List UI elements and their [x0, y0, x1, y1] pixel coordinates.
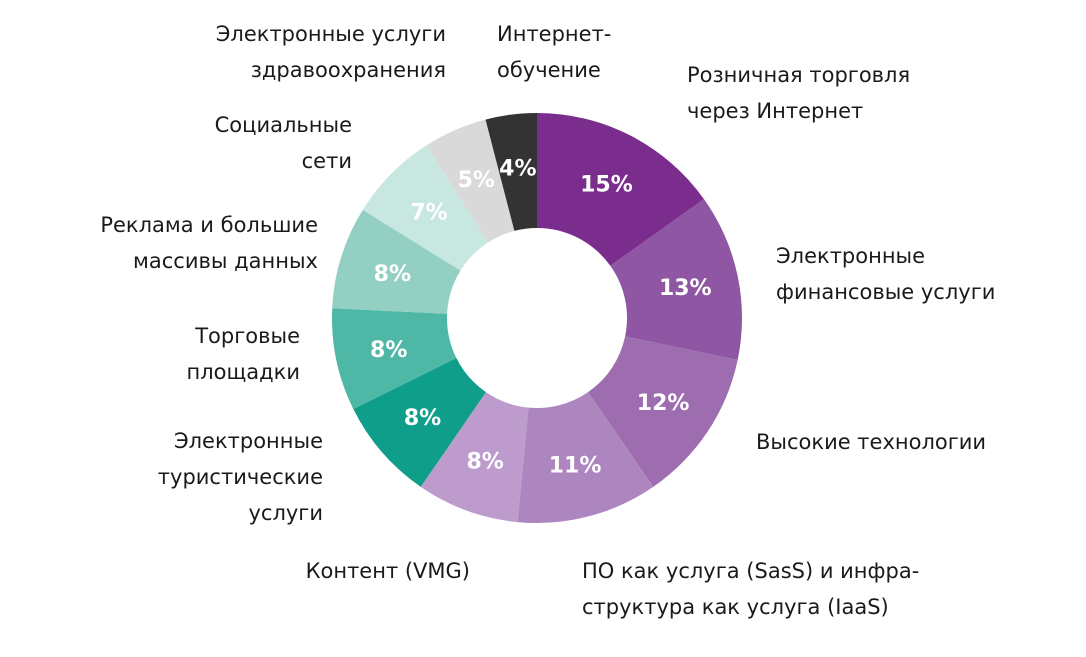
slice-value-social: 7% — [410, 201, 447, 226]
slice-travel — [353, 357, 486, 487]
slice-social — [362, 145, 489, 271]
label-social: Социальные сети — [215, 107, 352, 179]
slice-value-hightech: 12% — [637, 391, 690, 416]
label-line: массивы данных — [133, 249, 318, 273]
label-line: Социальные — [214, 113, 352, 137]
label-line: Розничная торговля — [687, 63, 911, 87]
label-line: Электронные — [173, 429, 323, 453]
slice-value-health: 5% — [458, 168, 495, 193]
label-line: площадки — [186, 360, 300, 384]
slice-value-marketplaces: 8% — [370, 338, 407, 363]
label-line: Интернет- — [497, 22, 612, 46]
label-line: сети — [301, 149, 352, 173]
slice-value-saas: 11% — [549, 454, 602, 479]
label-line: структура как услуга (IaaS) — [582, 595, 889, 619]
slice-hightech — [588, 336, 738, 487]
label-line: ПО как услуга (SasS) и инфра- — [582, 559, 920, 583]
slice-finance — [610, 199, 742, 360]
slice-value-finance: 13% — [659, 276, 712, 301]
slice-elearning — [485, 113, 537, 231]
label-line: обучение — [497, 58, 601, 82]
slice-value-retail: 15% — [580, 172, 633, 197]
label-line: через Интернет — [687, 99, 864, 123]
slice-retail — [537, 113, 704, 266]
slice-value-elearning: 4% — [499, 157, 536, 182]
label-line: туристические — [157, 465, 323, 489]
label-retail: Розничная торговля через Интернет — [687, 57, 910, 129]
slice-value-content: 8% — [467, 449, 504, 474]
label-line: Контент (VMG) — [305, 559, 470, 583]
label-saas: ПО как услуга (SasS) и инфра- структура … — [582, 553, 919, 625]
label-line: Электронные — [776, 244, 926, 268]
label-health: Электронные услуги здравоохранения — [216, 16, 446, 88]
label-line: Реклама и большие — [100, 213, 318, 237]
label-line: финансовые услуги — [776, 280, 996, 304]
slice-value-ads: 8% — [374, 262, 411, 287]
label-elearning: Интернет- обучение — [497, 16, 611, 88]
label-finance: Электронные финансовые услуги — [776, 238, 995, 310]
label-line: здравоохранения — [250, 58, 446, 82]
slice-content — [420, 392, 529, 523]
slice-saas — [517, 392, 654, 523]
label-line: Электронные услуги — [215, 22, 446, 46]
slice-health — [426, 119, 515, 243]
label-marketplaces: Торговые площадки — [186, 318, 300, 390]
slice-marketplaces — [332, 308, 457, 410]
label-travel: Электронные туристические услуги — [158, 423, 323, 531]
label-line: Высокие технологии — [756, 430, 987, 454]
label-hightech: Высокие технологии — [756, 424, 986, 460]
label-content: Контент (VMG) — [306, 553, 470, 589]
label-line: Торговые — [195, 324, 300, 348]
label-line: услуги — [248, 501, 323, 525]
slice-ads — [332, 209, 461, 314]
slice-value-travel: 8% — [404, 406, 441, 431]
label-ads: Реклама и большие массивы данных — [100, 207, 318, 279]
